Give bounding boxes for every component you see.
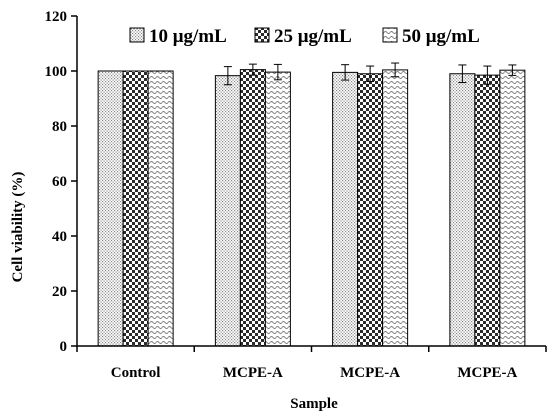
x-tick-label: Control (111, 365, 161, 381)
x-axis-title: Sample (290, 396, 338, 412)
bar (332, 71, 359, 347)
legend-label-10: 10 μg/mL (149, 26, 227, 47)
x-tick-label: MCPE-A (457, 365, 517, 381)
bar (264, 71, 291, 347)
y-tick-label: 20 (52, 284, 67, 300)
bar (382, 69, 409, 347)
y-tick-label: 0 (60, 339, 68, 355)
y-tick-marks (71, 15, 77, 347)
legend-swatch-50 (382, 27, 398, 43)
y-axis-title: Cell viability (%) (10, 172, 26, 283)
y-tick-label: 100 (45, 64, 68, 80)
x-tick-label: MCPE-A (223, 365, 283, 381)
bar (474, 74, 501, 347)
bar (239, 69, 266, 347)
bar (122, 70, 149, 347)
y-tick-label: 60 (52, 174, 67, 190)
bar (449, 73, 476, 347)
y-tick-label: 80 (52, 119, 67, 135)
y-tick-label: 40 (52, 229, 67, 245)
x-tick-label: MCPE-A (340, 365, 400, 381)
bar (214, 75, 241, 347)
legend-swatch-10 (129, 27, 145, 43)
x-tick-labels: Control MCPE-A MCPE-A MCPE-A (111, 365, 518, 381)
bar (499, 69, 526, 347)
legend-swatch-25 (254, 27, 270, 43)
legend: 10 μg/mL 25 μg/mL 50 μg/mL (129, 26, 480, 47)
y-tick-labels: 0 20 40 60 80 100 120 (45, 9, 68, 355)
legend-label-25: 25 μg/mL (274, 26, 352, 47)
bar (357, 73, 384, 347)
y-tick-label: 120 (45, 9, 68, 25)
bar (97, 70, 124, 347)
bars (97, 69, 526, 347)
x-tick-marks (76, 346, 547, 352)
error-bars (223, 62, 517, 86)
legend-label-50: 50 μg/mL (402, 26, 480, 47)
bar (147, 70, 174, 347)
